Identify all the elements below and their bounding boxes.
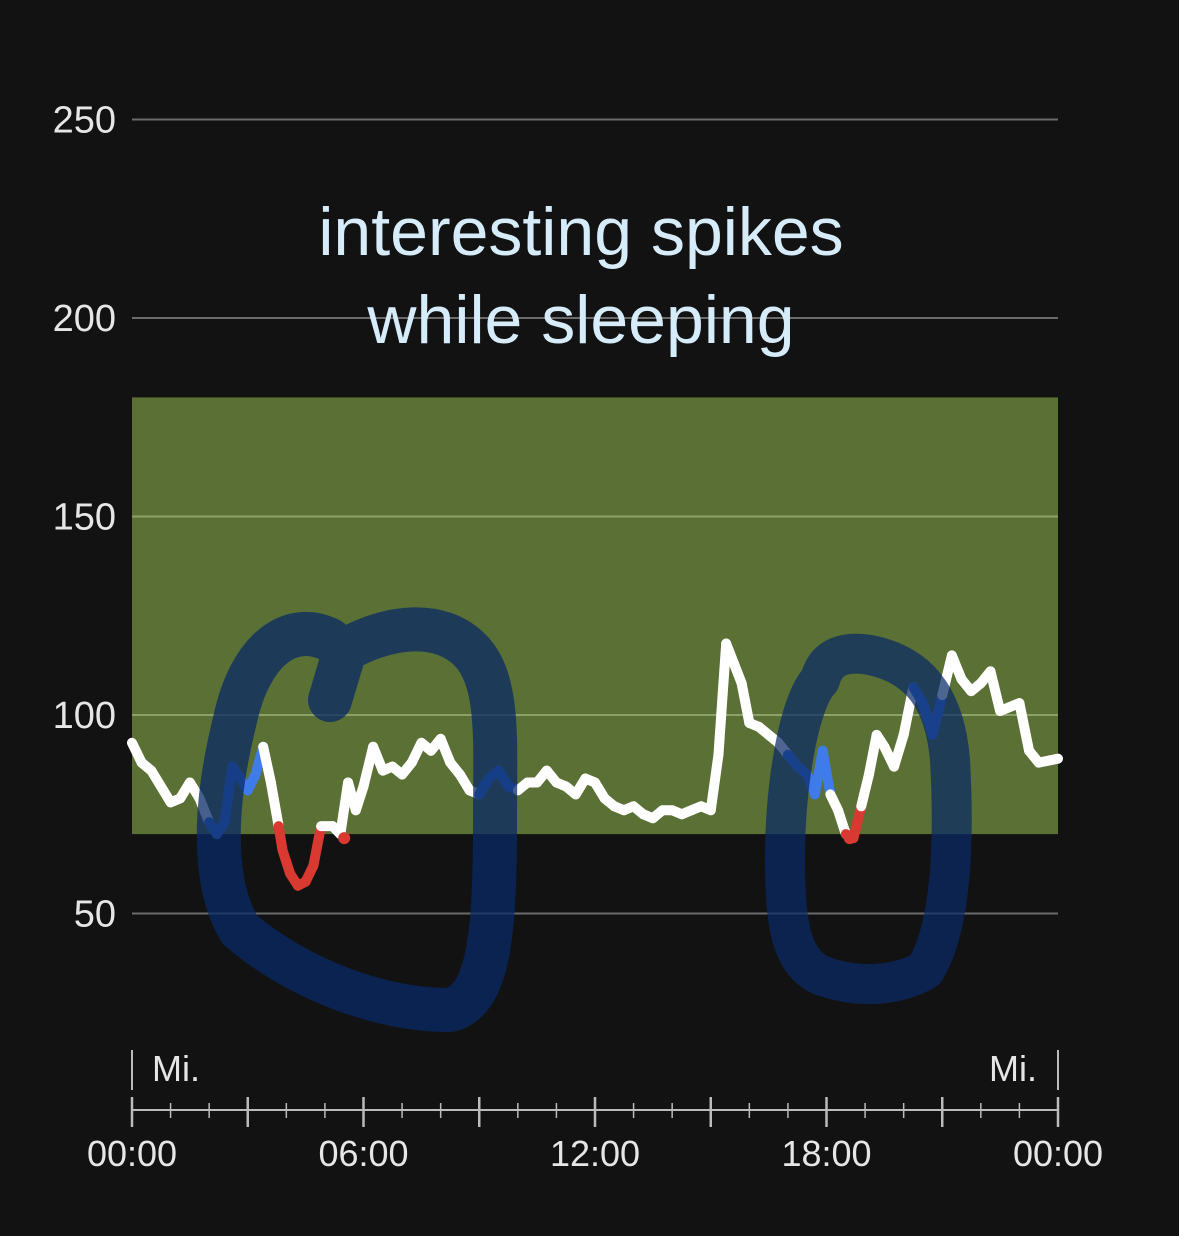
line-segment xyxy=(265,777,284,832)
x-tick-label: 12:00 xyxy=(550,1133,640,1174)
y-tick-label: 50 xyxy=(74,894,116,936)
line-segment xyxy=(258,741,276,788)
y-tick-label: 250 xyxy=(53,100,116,142)
line-segment xyxy=(1014,698,1035,756)
line-segment xyxy=(713,638,732,760)
line-segment xyxy=(736,678,755,728)
glucose-series-line xyxy=(127,638,1063,891)
day-labels: Mi. Mi. xyxy=(131,1048,1059,1090)
x-tick-label: 00:00 xyxy=(1013,1133,1103,1174)
annotation-circle-night xyxy=(196,607,518,1032)
line-segment xyxy=(817,745,836,800)
line-segment xyxy=(308,821,327,871)
annotation-line-2: while sleeping xyxy=(367,282,795,358)
x-tick-label: 06:00 xyxy=(318,1133,408,1174)
low-reading-dot xyxy=(338,832,351,845)
annotation-circle-evening xyxy=(765,633,972,1004)
line-segment xyxy=(889,729,909,772)
x-tick-label: 18:00 xyxy=(781,1133,871,1174)
line-segment xyxy=(1033,753,1063,768)
x-axis: 00:00 06:00 12:00 18:00 00:00 xyxy=(87,1097,1103,1174)
day-label-end: Mi. xyxy=(989,1048,1037,1089)
y-tick-label: 100 xyxy=(53,695,116,737)
day-label-start: Mi. xyxy=(152,1048,200,1089)
y-tick-label: 200 xyxy=(53,298,116,340)
horizontal-gridlines xyxy=(132,118,1058,915)
annotation-text: interesting spikes while sleeping xyxy=(0,188,1162,364)
annotation-line-1: interesting spikes xyxy=(318,194,844,270)
annotation-circles xyxy=(196,607,972,1032)
line-segment xyxy=(856,769,874,812)
line-segment xyxy=(705,749,724,816)
low-reading-dot xyxy=(843,832,856,845)
y-tick-label: 150 xyxy=(53,497,116,539)
line-segment xyxy=(985,666,1006,717)
y-axis-tick-labels: 50 100 150 200 250 xyxy=(53,100,116,936)
line-segment xyxy=(848,801,867,844)
x-tick-label: 00:00 xyxy=(87,1133,177,1174)
